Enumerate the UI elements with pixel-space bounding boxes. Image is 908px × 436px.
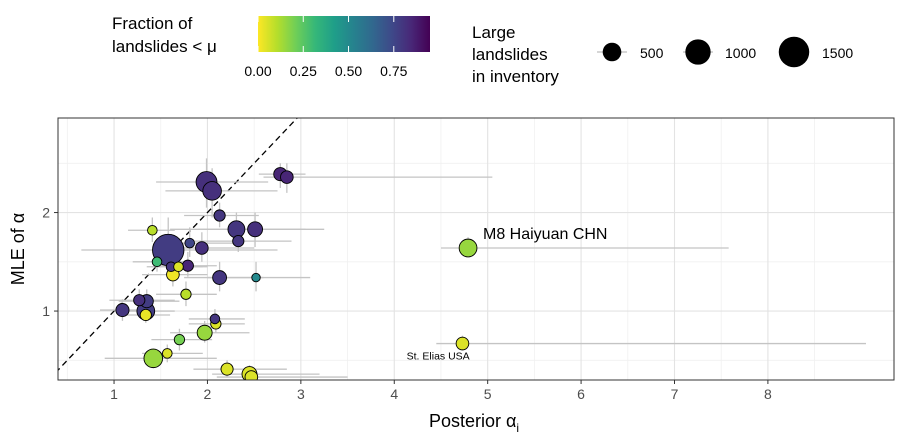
color-legend-title-line-2: landslides < μ bbox=[112, 37, 217, 56]
data-points bbox=[115, 167, 478, 380]
colorbar-tick-label: 0.50 bbox=[335, 63, 362, 79]
grid-minor bbox=[58, 118, 894, 380]
data-point bbox=[213, 209, 226, 222]
data-point bbox=[247, 221, 264, 238]
data-point bbox=[251, 272, 261, 283]
size-key-label: 1000 bbox=[725, 45, 756, 61]
data-point bbox=[147, 225, 158, 236]
data-point bbox=[180, 288, 192, 300]
plot-panel: M8 Haiyuan CHN St. Elias USA bbox=[57, 117, 895, 381]
x-tick-label: 1 bbox=[110, 386, 118, 402]
data-point bbox=[280, 170, 294, 184]
data-point bbox=[151, 256, 163, 268]
grid-major bbox=[58, 118, 894, 380]
annotation-st-elias: St. Elias USA bbox=[407, 350, 470, 362]
data-point bbox=[227, 220, 246, 239]
data-point bbox=[202, 181, 222, 201]
colorbar-tick-label: 0.75 bbox=[380, 63, 407, 79]
size-legend-title-line-3: in inventory bbox=[472, 67, 559, 86]
data-point bbox=[115, 303, 130, 318]
data-point bbox=[184, 237, 195, 249]
data-point bbox=[162, 348, 173, 359]
x-axis-title: Posterior αi bbox=[429, 411, 519, 435]
x-tick-label: 8 bbox=[764, 386, 772, 402]
size-key-label: 500 bbox=[640, 45, 664, 61]
data-point bbox=[133, 294, 146, 307]
data-point bbox=[212, 270, 227, 285]
x-tick-label: 4 bbox=[390, 386, 398, 402]
size-key-circle bbox=[778, 36, 810, 68]
x-tick-label: 2 bbox=[204, 386, 212, 402]
data-point bbox=[143, 348, 164, 369]
data-point bbox=[181, 259, 194, 272]
size-legend-keys: 500 1000 1500 bbox=[597, 36, 853, 68]
data-point bbox=[195, 241, 209, 255]
size-legend-title-line-1: Large bbox=[472, 23, 515, 42]
data-point bbox=[173, 333, 186, 346]
colorbar bbox=[258, 16, 430, 52]
annotation-haiyuan: M8 Haiyuan CHN bbox=[483, 226, 607, 243]
size-key-circle bbox=[685, 39, 711, 65]
x-axis-title-subscript: i bbox=[516, 421, 519, 435]
x-tick-label: 7 bbox=[671, 386, 679, 402]
data-point bbox=[232, 235, 245, 248]
x-axis-title-main: Posterior α bbox=[429, 411, 516, 431]
x-tick-label: 5 bbox=[484, 386, 492, 402]
y-axis-title: MLE of α bbox=[8, 213, 28, 285]
y-axis: 12 bbox=[42, 205, 58, 319]
colorbar-tick-label: 0.25 bbox=[290, 63, 317, 79]
x-tick-label: 6 bbox=[577, 386, 585, 402]
size-legend-title-line-2: landslides bbox=[472, 45, 548, 64]
colorbar-ticks: 0.00 0.25 0.50 0.75 bbox=[244, 16, 408, 79]
data-point bbox=[173, 261, 184, 273]
data-point bbox=[220, 362, 234, 376]
size-key-circle bbox=[602, 42, 622, 62]
data-point bbox=[139, 308, 152, 322]
colorbar-tick-label: 0.00 bbox=[244, 63, 271, 79]
x-axis: 1 2 3 4 5 6 7 8 bbox=[110, 380, 772, 402]
data-point bbox=[458, 238, 478, 258]
data-point bbox=[455, 336, 470, 351]
data-point bbox=[244, 370, 259, 380]
size-key-label: 1500 bbox=[822, 45, 853, 61]
panel-border bbox=[57, 117, 895, 381]
y-tick-label: 1 bbox=[42, 303, 50, 319]
data-point bbox=[196, 324, 213, 341]
data-point bbox=[209, 313, 221, 325]
color-legend: Fraction of landslides < μ 0.00 0.25 0.50 0… bbox=[112, 14, 430, 79]
x-tick-label: 3 bbox=[297, 386, 305, 402]
y-tick-label: 2 bbox=[42, 205, 50, 221]
size-legend: Large landslides in inventory 500 1000 150… bbox=[472, 23, 853, 86]
color-legend-title-line-1: Fraction of bbox=[112, 14, 193, 33]
